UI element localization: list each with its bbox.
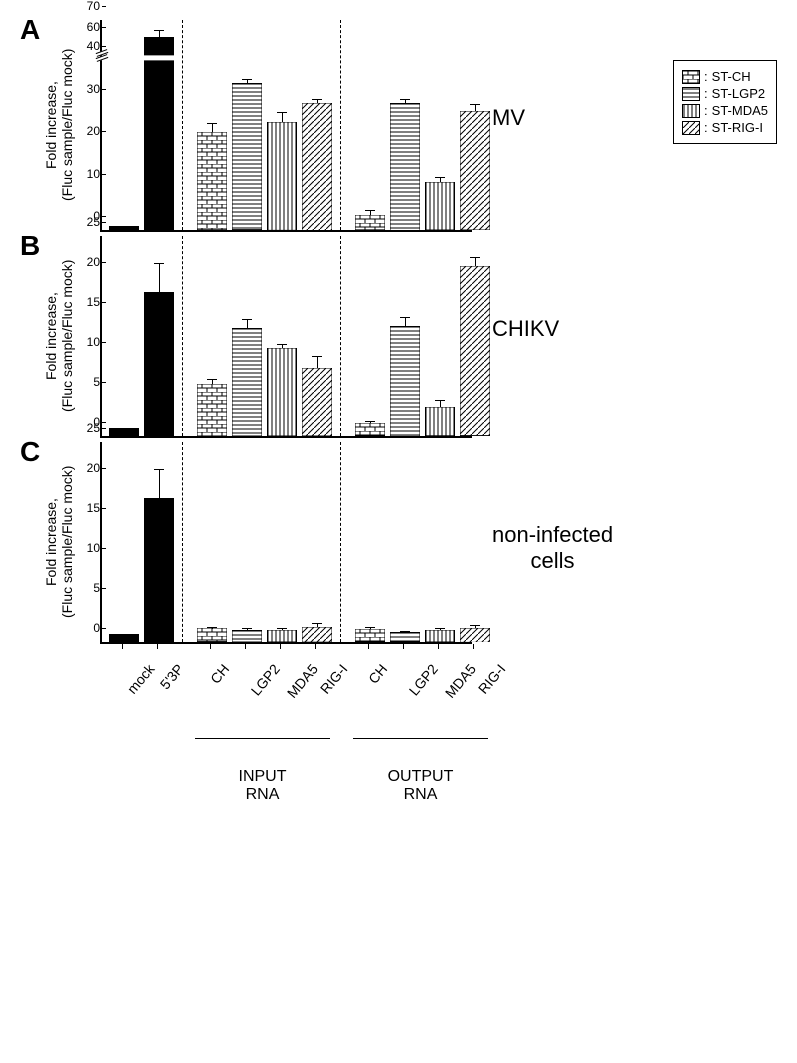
panel-side-label: MV bbox=[492, 105, 525, 131]
y-tick: 15 bbox=[72, 295, 100, 309]
bar bbox=[302, 368, 332, 436]
x-tick-label: LGP2 bbox=[248, 661, 283, 699]
legend-item: :ST-RIG-I bbox=[682, 120, 768, 135]
bar bbox=[232, 83, 262, 230]
group-divider bbox=[182, 442, 183, 642]
y-tick: 70 bbox=[72, 0, 100, 13]
bar bbox=[355, 423, 385, 436]
chart-A: 0102030406070 bbox=[100, 20, 472, 232]
group-divider bbox=[182, 20, 183, 230]
x-tick-label: mock bbox=[124, 661, 158, 697]
x-tick-label: LGP2 bbox=[406, 661, 441, 699]
group-label-output: OUTPUT RNA bbox=[353, 768, 488, 804]
bar bbox=[425, 182, 455, 230]
panel-side-label: non-infected cells bbox=[492, 522, 613, 574]
y-tick: 25 bbox=[72, 421, 100, 435]
bar bbox=[425, 407, 455, 436]
bar bbox=[355, 215, 385, 230]
bar bbox=[390, 326, 420, 436]
legend-item: :ST-CH bbox=[682, 69, 768, 84]
legend-label: ST-CH bbox=[712, 69, 751, 84]
y-tick: 10 bbox=[72, 167, 100, 181]
y-tick: 30 bbox=[72, 82, 100, 96]
x-tick-label: CH bbox=[207, 661, 232, 687]
bar bbox=[267, 348, 297, 436]
legend-label: ST-RIG-I bbox=[712, 120, 763, 135]
y-tick: 20 bbox=[72, 255, 100, 269]
y-tick: 10 bbox=[72, 541, 100, 555]
y-axis-label: Fold increase, (Fluc sample/Fluc mock) bbox=[50, 20, 68, 230]
bar bbox=[302, 103, 332, 231]
y-tick: 20 bbox=[72, 461, 100, 475]
legend-item: :ST-MDA5 bbox=[682, 103, 768, 118]
bar bbox=[267, 630, 297, 642]
y-tick: 5 bbox=[72, 375, 100, 389]
bar bbox=[109, 428, 139, 436]
y-tick: 15 bbox=[72, 501, 100, 515]
x-tick-label: RIG-I bbox=[317, 661, 351, 697]
bar bbox=[232, 328, 262, 436]
chart-C: 0510152025 bbox=[100, 442, 472, 644]
bar bbox=[460, 111, 490, 230]
group-divider bbox=[340, 442, 341, 642]
bar bbox=[144, 498, 174, 642]
panel-letter: C bbox=[20, 436, 50, 468]
bar bbox=[460, 266, 490, 436]
y-tick: 5 bbox=[72, 581, 100, 595]
bar bbox=[390, 103, 420, 231]
bar bbox=[197, 384, 227, 436]
bar bbox=[390, 632, 420, 642]
x-tick-label: MDA5 bbox=[442, 661, 479, 701]
legend-label: ST-LGP2 bbox=[712, 86, 765, 101]
y-tick: 25 bbox=[72, 215, 100, 229]
y-tick: 60 bbox=[72, 20, 100, 34]
bar bbox=[355, 629, 385, 642]
group-divider bbox=[340, 236, 341, 436]
y-tick: 10 bbox=[72, 335, 100, 349]
panel-side-label: CHIKV bbox=[492, 316, 559, 342]
y-axis-label: Fold increase, (Fluc sample/Fluc mock) bbox=[50, 442, 68, 642]
y-axis-label: Fold increase, (Fluc sample/Fluc mock) bbox=[50, 236, 68, 436]
panel-letter: A bbox=[20, 14, 50, 46]
bar bbox=[302, 627, 332, 642]
bar bbox=[232, 630, 262, 642]
legend: :ST-CH :ST-LGP2 :ST-MDA5 :ST-RIG-I bbox=[673, 60, 777, 144]
bar bbox=[460, 628, 490, 642]
group-divider bbox=[340, 20, 341, 230]
bar bbox=[267, 122, 297, 230]
bar bbox=[197, 628, 227, 642]
chart-B: 0510152025 bbox=[100, 236, 472, 438]
group-divider bbox=[182, 236, 183, 436]
bar bbox=[197, 132, 227, 230]
bar bbox=[144, 37, 174, 230]
panel-letter: B bbox=[20, 230, 50, 262]
legend-item: :ST-LGP2 bbox=[682, 86, 768, 101]
x-tick-label: CH bbox=[365, 661, 390, 687]
legend-label: ST-MDA5 bbox=[712, 103, 768, 118]
y-tick: 20 bbox=[72, 124, 100, 138]
bar bbox=[109, 226, 139, 230]
bar bbox=[109, 634, 139, 642]
bar bbox=[144, 292, 174, 436]
x-tick-label: RIG-I bbox=[475, 661, 509, 697]
y-tick: 0 bbox=[72, 621, 100, 635]
x-tick-label: 5'3P bbox=[157, 661, 187, 692]
bar bbox=[425, 630, 455, 642]
x-tick-label: MDA5 bbox=[284, 661, 321, 701]
group-label-input: INPUT RNA bbox=[195, 768, 330, 804]
